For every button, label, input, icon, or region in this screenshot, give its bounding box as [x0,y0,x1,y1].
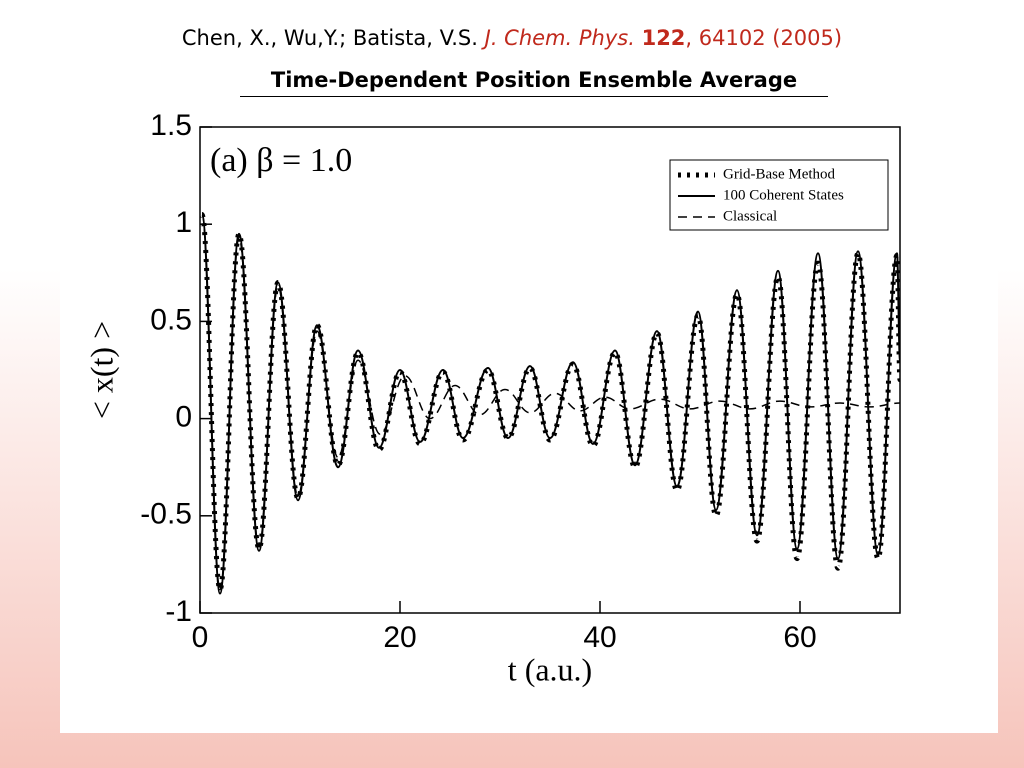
y-tick-label: -0.5 [140,498,192,531]
x-tick-label: 20 [383,621,416,654]
legend-label: Grid-Base Method [723,166,836,182]
annotation: (a) β = 1.0 [210,142,352,179]
x-tick-label: 0 [192,621,209,654]
x-tick-label: 40 [583,621,616,654]
pages-year: , 64102 (2005) [685,26,843,50]
y-tick-label: 1.5 [150,109,192,142]
series-line [200,211,900,593]
x-tick-label: 60 [783,621,816,654]
plot-frame [199,126,901,614]
y-axis-label: < x(t) > [83,321,119,419]
y-tick-label: 0.5 [150,303,192,336]
chart-title: Time-Dependent Position Ensemble Average [240,68,828,97]
y-tick-label: -1 [165,595,192,628]
y-tick-label: 0 [175,401,192,434]
x-axis-label: t (a.u.) [508,651,592,687]
legend-label: Classical [723,208,777,224]
authors: Chen, X., Wu,Y.; Batista, V.S. [181,26,478,50]
volume: 122 [641,26,686,50]
legend-label: 100 Coherent States [723,187,844,203]
journal: J. Chem. Phys. [484,26,635,50]
citation: Chen, X., Wu,Y.; Batista, V.S. J. Chem. … [0,26,1024,50]
series-line [201,213,900,591]
y-tick-label: 1 [175,206,192,239]
